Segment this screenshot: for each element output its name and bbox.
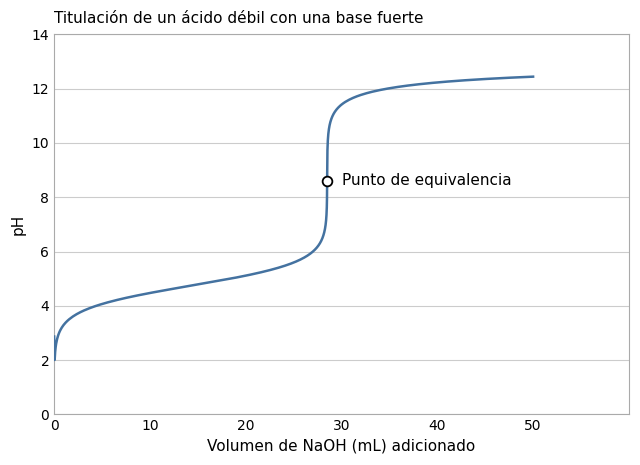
Y-axis label: pH: pH [11,214,26,235]
Text: Titulación de un ácido débil con una base fuerte: Titulación de un ácido débil con una bas… [54,11,424,26]
X-axis label: Volumen de NaOH (mL) adicionado: Volumen de NaOH (mL) adicionado [207,439,476,454]
Text: Punto de equivalencia: Punto de equivalencia [342,173,511,188]
